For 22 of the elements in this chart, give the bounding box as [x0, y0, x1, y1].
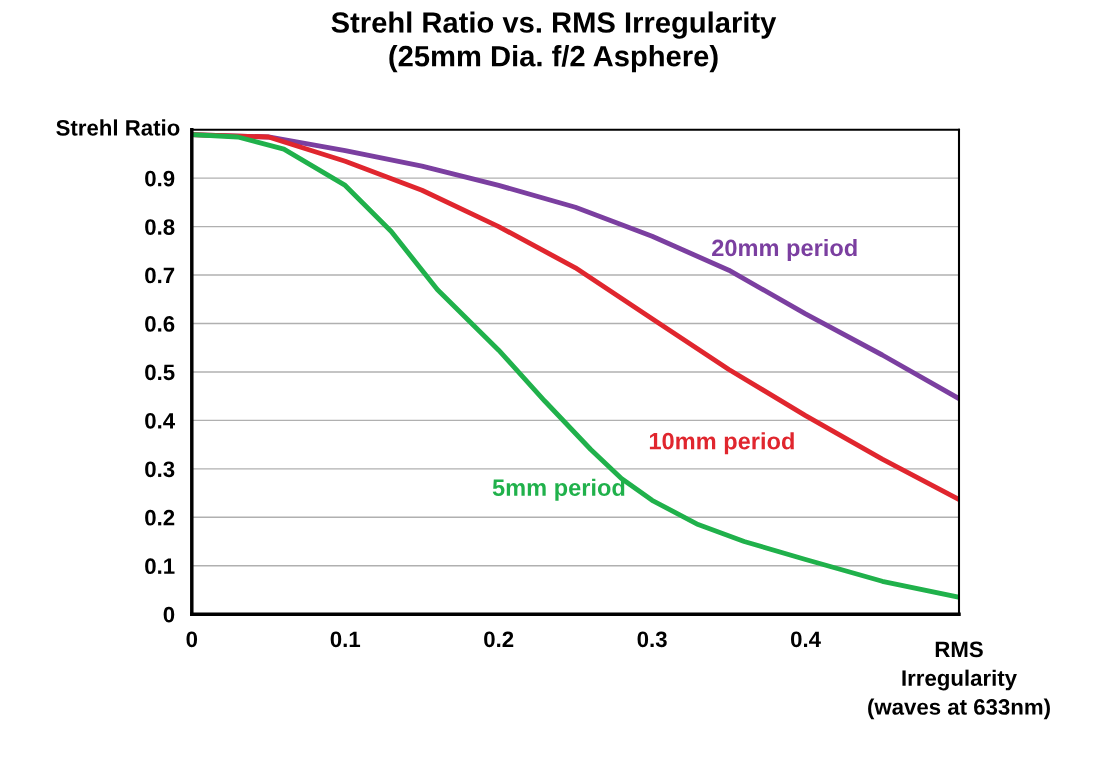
x-tick-label: 0.2: [484, 631, 514, 648]
x-tick-label: 0.4: [790, 631, 821, 648]
y-tick-label: 0: [163, 606, 175, 623]
y-tick-label: 0.5: [145, 364, 175, 381]
series-label: 10mm period: [649, 432, 794, 455]
x-tick-label: 0: [186, 631, 198, 648]
y-tick-label: 0.4: [145, 412, 176, 429]
y-tick-label: 0.8: [145, 219, 175, 235]
y-axis-title: Strehl Ratio: [56, 119, 180, 136]
series-label: 20mm period: [712, 238, 857, 261]
y-tick-label: 0.7: [145, 267, 175, 284]
series-label: 5mm period: [492, 478, 625, 501]
y-tick-label: 0.2: [145, 509, 175, 526]
x-tick-label: 0.3: [637, 631, 667, 648]
chart-title: Strehl Ratio vs. RMS Irregularity (25mm Dia. f/2 Asphere): [331, 11, 777, 73]
x-tick-label: 0.1: [330, 631, 361, 648]
y-tick-label: 0.3: [145, 461, 175, 478]
x-axis-title: RMS Irregularity (waves at 633nm): [868, 641, 1050, 720]
line-series: [191, 132, 959, 600]
y-tick-label: 0.1: [145, 558, 175, 575]
y-tick-label: 0.6: [145, 316, 175, 332]
y-tick-label: 0.9: [145, 170, 175, 187]
